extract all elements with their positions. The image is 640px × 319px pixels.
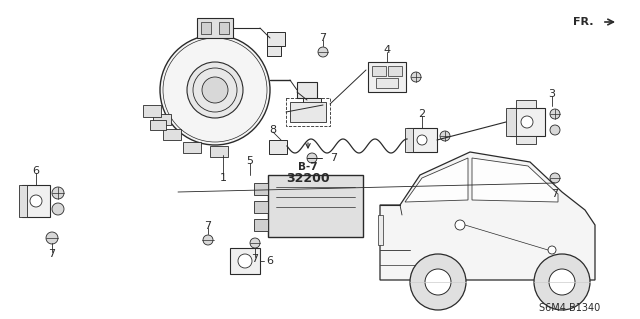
Bar xyxy=(388,66,402,76)
Circle shape xyxy=(52,187,64,199)
Bar xyxy=(372,66,386,76)
Text: 5: 5 xyxy=(246,156,253,166)
Text: 8: 8 xyxy=(269,125,276,135)
Bar xyxy=(153,114,171,125)
Bar xyxy=(516,100,536,108)
Text: 3: 3 xyxy=(548,89,556,99)
Bar xyxy=(378,215,383,245)
Circle shape xyxy=(187,62,243,118)
Bar xyxy=(297,82,317,98)
Circle shape xyxy=(30,195,42,207)
Circle shape xyxy=(160,35,270,145)
Circle shape xyxy=(534,254,590,310)
Circle shape xyxy=(440,131,450,141)
Bar xyxy=(19,185,27,217)
Circle shape xyxy=(52,203,64,215)
Bar xyxy=(183,142,201,153)
Bar xyxy=(143,105,161,117)
Bar xyxy=(405,128,413,152)
Bar xyxy=(163,129,181,140)
Text: 32200: 32200 xyxy=(286,173,330,186)
Bar xyxy=(267,46,281,56)
Text: 7: 7 xyxy=(330,153,337,163)
Bar xyxy=(268,175,363,237)
Polygon shape xyxy=(405,158,468,202)
Circle shape xyxy=(202,77,228,103)
Text: 7: 7 xyxy=(552,189,559,199)
Circle shape xyxy=(410,254,466,310)
Bar xyxy=(197,18,233,38)
Circle shape xyxy=(550,109,560,119)
Bar xyxy=(210,146,228,157)
Text: 7: 7 xyxy=(204,221,212,231)
Polygon shape xyxy=(472,158,558,202)
Bar xyxy=(286,98,330,126)
Bar xyxy=(254,201,268,213)
Text: 4: 4 xyxy=(383,45,390,55)
Text: B-7: B-7 xyxy=(298,162,318,172)
Bar xyxy=(407,128,437,152)
Bar xyxy=(219,22,229,34)
Circle shape xyxy=(203,235,213,245)
Text: 2: 2 xyxy=(419,109,426,119)
Text: 7: 7 xyxy=(49,249,56,259)
Circle shape xyxy=(521,116,533,128)
Bar xyxy=(376,78,398,88)
Text: 1: 1 xyxy=(220,173,227,183)
Circle shape xyxy=(550,125,560,135)
Bar xyxy=(269,140,287,154)
Bar xyxy=(150,120,166,130)
Circle shape xyxy=(411,72,421,82)
Bar xyxy=(290,102,326,122)
Bar xyxy=(510,108,545,136)
Bar xyxy=(254,219,268,231)
Circle shape xyxy=(455,220,465,230)
Bar xyxy=(506,108,516,136)
Circle shape xyxy=(425,269,451,295)
Circle shape xyxy=(238,254,252,268)
Circle shape xyxy=(307,153,317,163)
Circle shape xyxy=(549,269,575,295)
Circle shape xyxy=(318,47,328,57)
Circle shape xyxy=(417,135,427,145)
Bar xyxy=(201,22,211,34)
Text: 6: 6 xyxy=(33,166,40,176)
Bar xyxy=(22,185,50,217)
Text: 6: 6 xyxy=(266,256,273,266)
Bar xyxy=(368,62,406,92)
Bar xyxy=(303,98,321,112)
Circle shape xyxy=(46,232,58,244)
Circle shape xyxy=(548,246,556,254)
Circle shape xyxy=(550,173,560,183)
Bar xyxy=(267,32,285,46)
Text: 7: 7 xyxy=(252,254,259,264)
Circle shape xyxy=(250,238,260,248)
Text: 7: 7 xyxy=(319,33,326,43)
Text: FR.: FR. xyxy=(573,17,594,27)
Text: S6M4 B1340: S6M4 B1340 xyxy=(540,303,600,313)
Polygon shape xyxy=(380,152,595,280)
Bar xyxy=(254,183,268,195)
Bar xyxy=(516,136,536,144)
Bar xyxy=(230,248,260,274)
